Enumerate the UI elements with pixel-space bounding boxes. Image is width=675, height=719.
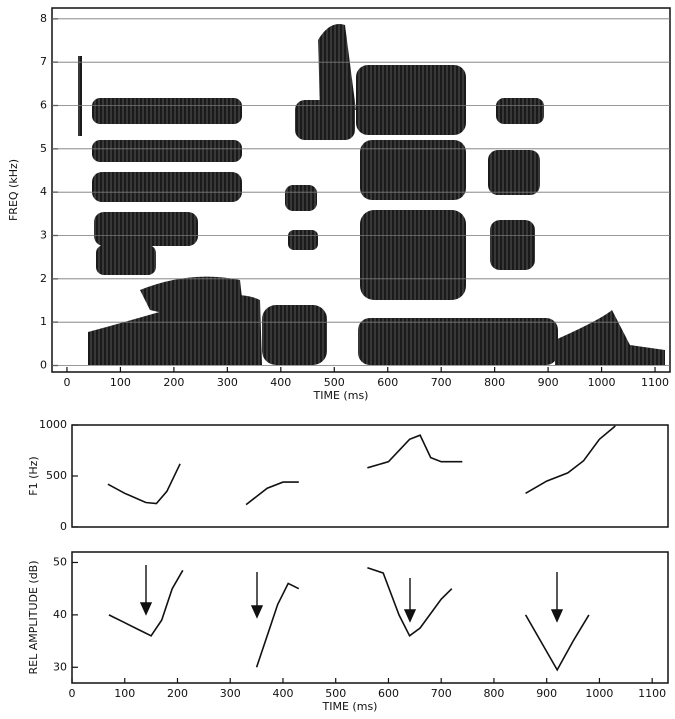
y-tick-label: 5 [40, 142, 47, 155]
x-tick-label: 600 [377, 376, 398, 389]
x-tick-label: 800 [483, 687, 504, 700]
y-tick-label: 50 [53, 555, 67, 568]
x-tick-label: 600 [378, 687, 399, 700]
x-axis-label: TIME (ms) [322, 700, 378, 713]
x-tick-label: 1000 [588, 376, 616, 389]
x-tick-label: 1000 [585, 687, 613, 700]
x-tick-label: 200 [163, 376, 184, 389]
x-tick-label: 300 [220, 687, 241, 700]
x-tick-label: 500 [325, 687, 346, 700]
x-tick-label: 0 [63, 376, 70, 389]
data-line [107, 425, 616, 506]
y-tick-label: 30 [53, 660, 67, 673]
plot-frame [71, 424, 669, 528]
x-tick-label: 800 [484, 376, 505, 389]
x-tick-label: 500 [324, 376, 345, 389]
x-axis-label: TIME (ms) [313, 389, 369, 402]
x-tick-label: 700 [431, 376, 452, 389]
x-tick-label: 1100 [638, 687, 666, 700]
x-tick-label: 0 [69, 687, 76, 700]
x-tick-label: 300 [217, 376, 238, 389]
y-axis-label: REL AMPLITUDE (dB) [27, 560, 40, 674]
y-tick-label: 2 [40, 272, 47, 285]
x-tick-label: 100 [114, 687, 135, 700]
y-tick-label: 3 [40, 229, 47, 242]
y-tick-label: 4 [40, 185, 47, 198]
x-tick-label: 200 [167, 687, 188, 700]
y-tick-label: 0 [60, 520, 67, 533]
x-tick-label: 900 [536, 687, 557, 700]
plot-frame [71, 551, 669, 684]
arrows [139, 565, 564, 623]
y-tick-label: 8 [40, 12, 47, 25]
y-tick-label: 6 [40, 99, 47, 112]
x-tick-label: 1100 [641, 376, 669, 389]
y-tick-label: 0 [40, 359, 47, 372]
y-tick-label: 1000 [39, 418, 67, 431]
plot-frame [51, 7, 671, 373]
y-axis-label: F1 (Hz) [27, 456, 40, 495]
y-axis-label: FREQ (kHz) [7, 159, 20, 221]
x-tick-label: 400 [272, 687, 293, 700]
x-tick-label: 900 [538, 376, 559, 389]
y-tick-label: 500 [46, 469, 67, 482]
y-tick-label: 7 [40, 55, 47, 68]
x-tick-label: 400 [270, 376, 291, 389]
y-tick-label: 40 [53, 608, 67, 621]
data-line [108, 566, 590, 672]
y-tick-label: 1 [40, 315, 47, 328]
x-tick-label: 100 [110, 376, 131, 389]
spectrogram-image [78, 24, 665, 365]
x-tick-label: 700 [431, 687, 452, 700]
